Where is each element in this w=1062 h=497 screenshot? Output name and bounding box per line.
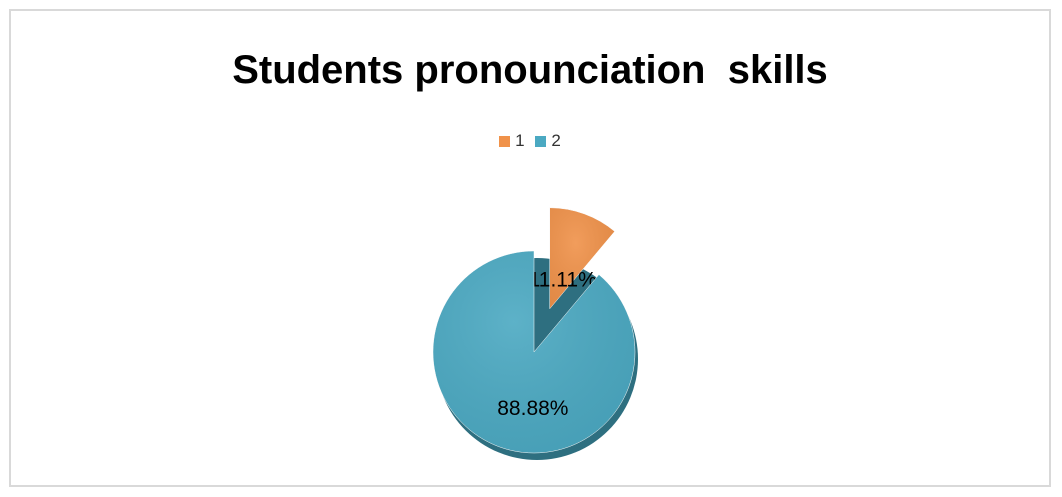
- legend-item-1: 1: [499, 131, 525, 151]
- legend-swatch-1: [499, 135, 511, 147]
- chart-title: Students pronounciation skills: [232, 48, 828, 92]
- pie-slice-shading-1: [549, 207, 615, 309]
- pie-plot: 11.11% 88.88%: [432, 207, 638, 460]
- pie-slice-shading-2: [433, 251, 636, 454]
- legend-label-2: 2: [551, 131, 561, 150]
- legend-swatch-2: [535, 135, 547, 147]
- legend-label-1: 1: [515, 131, 525, 150]
- data-label-2: 88.88%: [497, 397, 568, 420]
- legend: 1 2: [11, 131, 1049, 152]
- data-label-1: 11.11%: [529, 269, 597, 292]
- legend-item-2: 2: [535, 131, 561, 151]
- chart-frame: Students pronounciation skills 1 2 11.11…: [9, 9, 1051, 487]
